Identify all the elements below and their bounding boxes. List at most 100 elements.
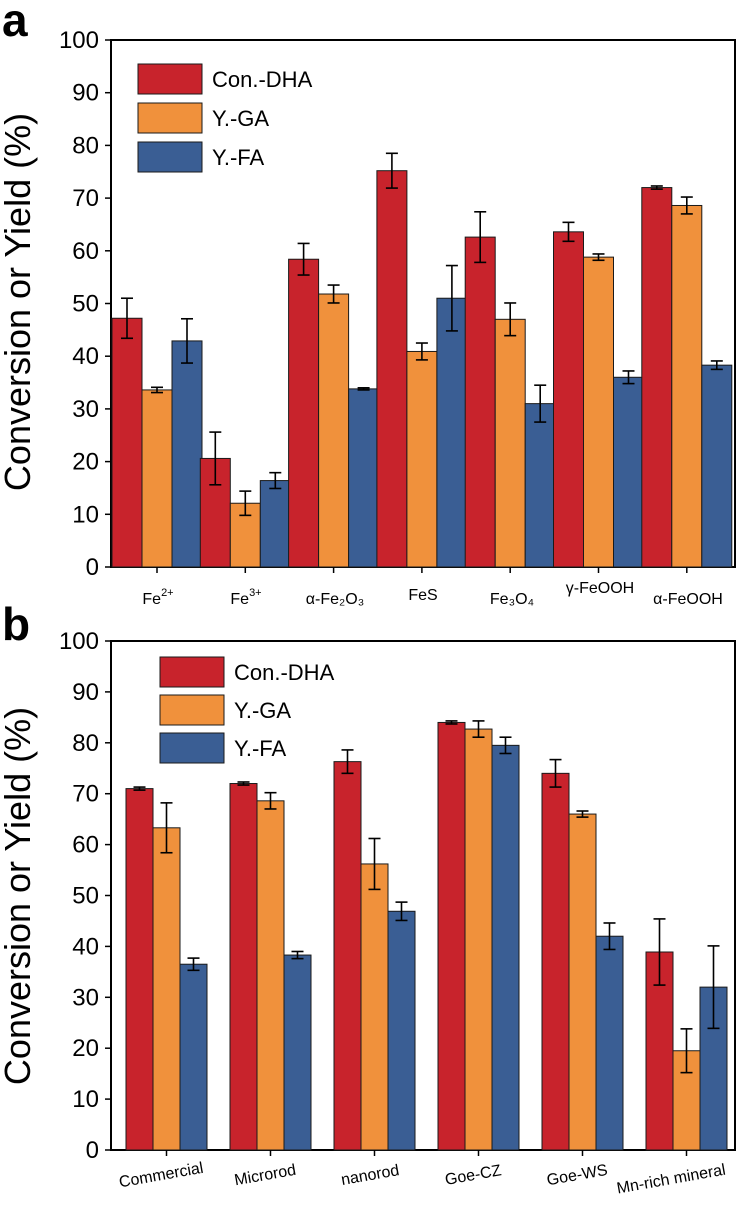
- y-tick-label: 70: [72, 781, 99, 808]
- bar-y-fa: [524, 403, 556, 568]
- panel-a-y-ticks: 0 10 20 30 40 50 60 70 80 90 100: [59, 27, 111, 581]
- bar-con-dha: [229, 783, 258, 1151]
- panel-b-letter: b: [2, 598, 30, 650]
- bar-con-dha: [553, 231, 584, 568]
- bar-y-ga: [141, 389, 173, 568]
- x-tick-label-fe3-sup: 3+: [249, 587, 262, 599]
- x-tick-label-fe2: Fe2+: [142, 587, 173, 608]
- x-tick-label-fe2-sup: 2+: [161, 587, 174, 599]
- bar-y-fa: [491, 744, 520, 1151]
- panel-a-x-tick-labels: Fe2+ Fe3+ α-Fe₂O₃ FeS Fe₃O₄ γ-FeOOH α-Fe…: [142, 580, 722, 608]
- bar-y-ga: [583, 256, 614, 568]
- legend-swatch-y-ga: [159, 694, 225, 726]
- y-tick-label: 20: [72, 449, 99, 476]
- bar-y-fa: [179, 963, 208, 1151]
- panel-b-y-ticks: 0 10 20 30 40 50 60 70 80 90 100: [59, 628, 111, 1164]
- panel-a-x-tick-marks: [156, 567, 688, 573]
- bar-con-dha: [333, 761, 362, 1151]
- panel-a-letter: a: [2, 0, 28, 46]
- legend-swatch-y-fa: [137, 141, 203, 173]
- legend-label-y-ga: Y.-GA: [234, 698, 291, 723]
- x-tick-label-fes: FeS: [408, 587, 437, 604]
- x-tick-label-goe-ws: Goe-WS: [546, 1162, 609, 1189]
- y-tick-label: 50: [72, 883, 99, 910]
- x-tick-label-a-feooh: α-FeOOH: [653, 591, 723, 608]
- bar-y-ga: [318, 293, 350, 568]
- y-tick-label: 80: [72, 730, 99, 757]
- legend-swatch-y-ga: [137, 102, 203, 134]
- y-tick-label: 0: [86, 554, 99, 581]
- bar-con-dha: [437, 721, 466, 1151]
- legend-swatch-con-dha: [159, 656, 225, 688]
- y-tick-label: 90: [72, 80, 99, 107]
- bar-y-ga: [152, 827, 181, 1151]
- x-tick-label-g-feooh: γ-FeOOH: [566, 580, 634, 597]
- bar-y-fa: [171, 340, 203, 568]
- panel-b-x-tick-labels: Commercial Microrod nanorod Goe-CZ Goe-W…: [118, 1160, 727, 1198]
- y-tick-label: 50: [72, 291, 99, 318]
- bar-con-dha: [111, 317, 143, 568]
- legend-swatch-y-fa: [159, 732, 225, 764]
- y-tick-label: 40: [72, 933, 99, 960]
- y-tick-label: 70: [72, 185, 99, 212]
- y-tick-label: 30: [72, 396, 99, 423]
- bar-y-ga: [406, 350, 438, 568]
- bar-con-dha: [288, 258, 320, 568]
- bar-y-fa: [259, 480, 291, 568]
- x-tick-label-mn-rich-mineral: Mn-rich mineral: [615, 1162, 727, 1198]
- bar-con-dha: [464, 236, 496, 568]
- bar-y-fa: [436, 297, 468, 568]
- x-tick-label-fe2-base: Fe: [142, 591, 161, 608]
- panel-b: b Conversion or Yield (%) 0 10 20 30 40 50 60 7…: [0, 598, 736, 1198]
- legend-label-y-ga: Y.-GA: [212, 106, 269, 131]
- y-tick-label: 30: [72, 984, 99, 1011]
- panel-a-y-axis-label: Conversion or Yield (%): [0, 113, 38, 491]
- y-tick-label: 60: [72, 238, 99, 265]
- y-tick-label: 100: [59, 628, 99, 655]
- panel-a: a Conversion or Yield (%) 0 10 20 30 40 50 60 7…: [0, 0, 736, 608]
- bar-con-dha: [641, 187, 673, 568]
- bar-y-fa: [701, 364, 733, 568]
- panel-b-legend: Con.-DHA Y.-GA Y.-FA: [159, 656, 335, 764]
- panel-a-bars: [111, 170, 733, 568]
- panel-a-error-bars: [121, 152, 723, 517]
- legend-label-y-fa: Y.-FA: [212, 145, 265, 170]
- y-tick-label: 40: [72, 343, 99, 370]
- y-tick-label: 80: [72, 132, 99, 159]
- panel-b-y-axis-label: Conversion or Yield (%): [0, 707, 38, 1085]
- panel-b-error-bars: [133, 720, 720, 1074]
- bar-y-fa: [595, 935, 624, 1151]
- x-tick-label-commercial: Commercial: [118, 1160, 205, 1192]
- legend-label-con-dha: Con.-DHA: [212, 67, 313, 92]
- panel-b-x-tick-marks: [165, 1150, 688, 1156]
- x-tick-label-nanorod: nanorod: [340, 1162, 401, 1189]
- y-tick-label: 0: [86, 1137, 99, 1164]
- bar-con-dha: [541, 772, 570, 1151]
- bar-y-fa: [613, 376, 644, 568]
- panel-a-legend: Con.-DHA Y.-GA Y.-FA: [137, 63, 313, 173]
- x-tick-label-fe3-base: Fe: [230, 591, 249, 608]
- x-tick-label-fe3: Fe3+: [230, 587, 261, 608]
- x-tick-label-fe3o4: Fe₃O₄: [490, 591, 534, 608]
- bar-con-dha: [376, 170, 408, 568]
- bar-con-dha: [125, 788, 154, 1151]
- bar-y-ga: [494, 318, 526, 568]
- bar-y-ga: [464, 728, 493, 1151]
- legend-swatch-con-dha: [137, 63, 203, 95]
- bar-y-fa: [348, 388, 380, 568]
- y-tick-label: 90: [72, 679, 99, 706]
- y-tick-label: 60: [72, 832, 99, 859]
- bar-y-fa: [283, 954, 312, 1151]
- y-tick-label: 10: [72, 1086, 99, 1113]
- bar-y-ga: [671, 204, 703, 568]
- x-tick-label-goe-cz: Goe-CZ: [444, 1162, 503, 1189]
- bar-y-ga: [360, 863, 389, 1151]
- bar-y-ga: [256, 800, 285, 1151]
- x-tick-label-a-fe2o3: α-Fe₂O₃: [306, 591, 364, 608]
- panel-b-bars: [125, 721, 728, 1151]
- bar-y-ga: [568, 813, 597, 1151]
- y-tick-label: 100: [59, 27, 99, 54]
- y-tick-label: 20: [72, 1035, 99, 1062]
- bar-y-fa: [387, 910, 416, 1151]
